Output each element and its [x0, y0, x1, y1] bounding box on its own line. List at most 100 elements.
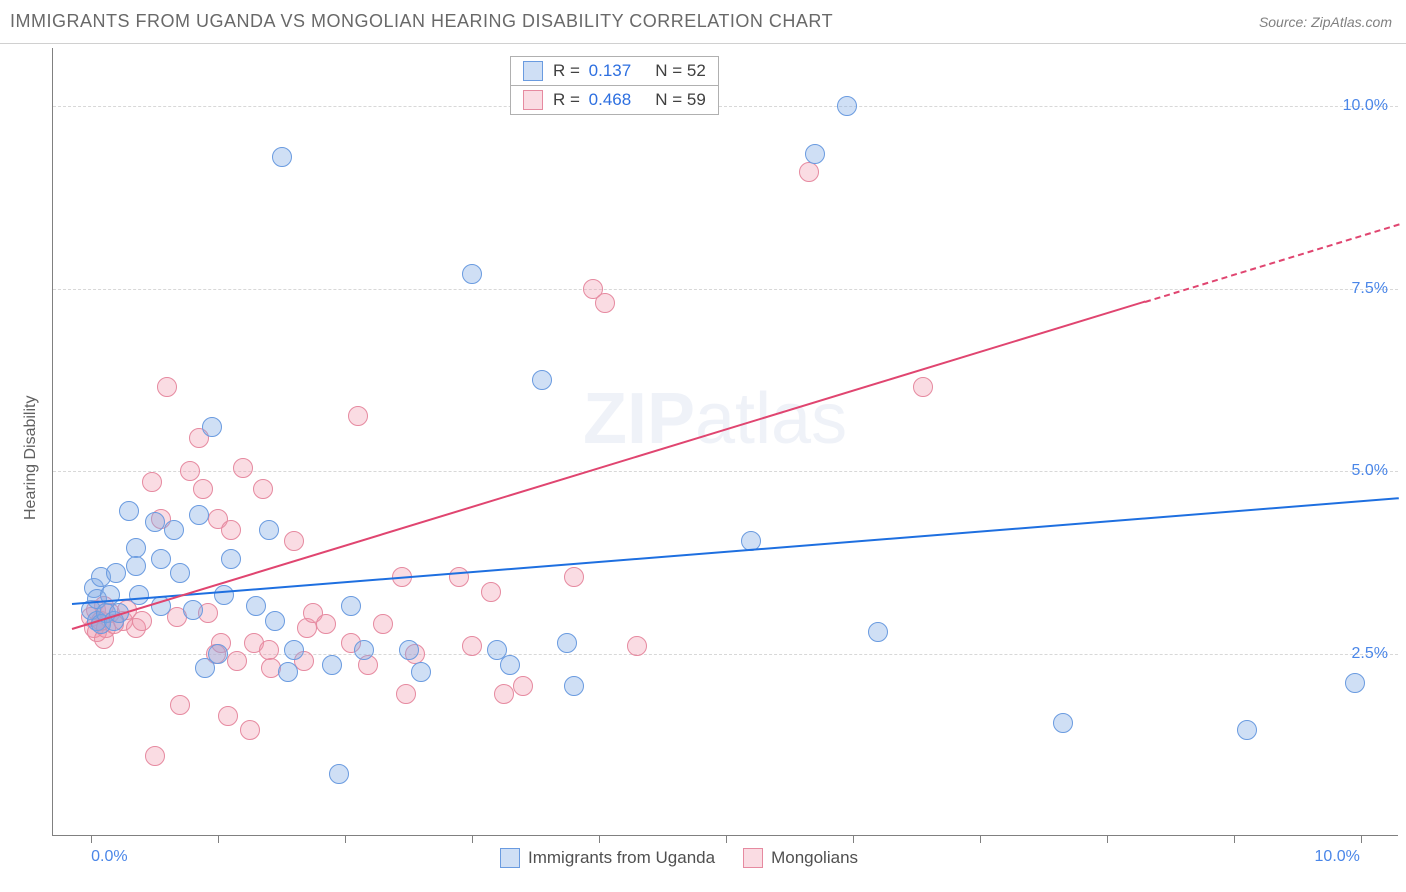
x-tick-label: 0.0%	[91, 848, 127, 866]
point-series-a	[202, 417, 222, 437]
point-series-a	[564, 676, 584, 696]
point-series-a	[126, 556, 146, 576]
point-series-a	[208, 644, 228, 664]
gridline-h	[53, 471, 1398, 472]
point-series-b	[494, 684, 514, 704]
point-series-b	[348, 406, 368, 426]
y-tick-label: 7.5%	[1352, 280, 1388, 298]
point-series-a	[170, 563, 190, 583]
point-series-b	[170, 695, 190, 715]
point-series-a	[411, 662, 431, 682]
point-series-b	[799, 162, 819, 182]
chart-title: IMMIGRANTS FROM UGANDA VS MONGOLIAN HEAR…	[10, 11, 833, 32]
point-series-b	[157, 377, 177, 397]
x-tick	[980, 835, 981, 843]
point-series-b	[240, 720, 260, 740]
point-series-a	[329, 764, 349, 784]
x-tick	[726, 835, 727, 843]
point-series-a	[322, 655, 342, 675]
y-tick-label: 10.0%	[1343, 97, 1388, 115]
point-series-b	[449, 567, 469, 587]
point-series-a	[265, 611, 285, 631]
point-series-b	[316, 614, 336, 634]
x-tick	[1361, 835, 1362, 843]
x-tick	[1107, 835, 1108, 843]
stats-row-a: R = 0.137 N = 52	[511, 57, 718, 86]
x-tick	[91, 835, 92, 843]
point-series-a	[462, 264, 482, 284]
point-series-b	[145, 746, 165, 766]
point-series-a	[259, 520, 279, 540]
point-series-a	[272, 147, 292, 167]
point-series-a	[1053, 713, 1073, 733]
series-legend: Immigrants from Uganda Mongolians	[500, 848, 858, 868]
point-series-a	[532, 370, 552, 390]
x-tick	[1234, 835, 1235, 843]
legend-item-b: Mongolians	[743, 848, 858, 868]
stat-r: R = 0.137	[553, 61, 631, 81]
title-bar: IMMIGRANTS FROM UGANDA VS MONGOLIAN HEAR…	[0, 0, 1406, 44]
point-series-b	[627, 636, 647, 656]
x-tick-label: 10.0%	[1315, 848, 1360, 866]
point-series-b	[462, 636, 482, 656]
point-series-b	[180, 461, 200, 481]
legend-label: Mongolians	[771, 848, 858, 868]
watermark-thin: atlas	[695, 379, 847, 459]
point-series-a	[278, 662, 298, 682]
point-series-a	[868, 622, 888, 642]
point-series-a	[129, 585, 149, 605]
point-series-b	[913, 377, 933, 397]
y-axis-label: Hearing Disability	[22, 396, 40, 521]
watermark: ZIPatlas	[583, 378, 847, 460]
point-series-a	[221, 549, 241, 569]
point-series-a	[145, 512, 165, 532]
gridline-h	[53, 654, 1398, 655]
swatch-a-icon	[500, 848, 520, 868]
point-series-a	[341, 596, 361, 616]
stats-legend-box: R = 0.137 N = 52 R = 0.468 N = 59	[510, 56, 719, 115]
point-series-b	[221, 520, 241, 540]
point-series-a	[246, 596, 266, 616]
source-attribution: Source: ZipAtlas.com	[1259, 14, 1392, 30]
legend-item-a: Immigrants from Uganda	[500, 848, 715, 868]
point-series-b	[233, 458, 253, 478]
point-series-a	[151, 549, 171, 569]
point-series-a	[214, 585, 234, 605]
point-series-a	[500, 655, 520, 675]
point-series-b	[142, 472, 162, 492]
point-series-b	[253, 479, 273, 499]
stat-r: R = 0.468	[553, 90, 631, 110]
point-series-b	[259, 640, 279, 660]
point-series-a	[189, 505, 209, 525]
point-series-a	[164, 520, 184, 540]
point-series-a	[106, 563, 126, 583]
swatch-b-icon	[743, 848, 763, 868]
point-series-a	[399, 640, 419, 660]
stat-n: N = 52	[655, 61, 706, 81]
gridline-h	[53, 289, 1398, 290]
stats-row-b: R = 0.468 N = 59	[511, 86, 718, 114]
x-tick	[218, 835, 219, 843]
legend-label: Immigrants from Uganda	[528, 848, 715, 868]
point-series-b	[227, 651, 247, 671]
gridline-h	[53, 106, 1398, 107]
point-series-b	[373, 614, 393, 634]
x-tick	[853, 835, 854, 843]
x-tick	[345, 835, 346, 843]
swatch-a-icon	[523, 61, 543, 81]
x-tick	[472, 835, 473, 843]
point-series-a	[1237, 720, 1257, 740]
point-series-b	[481, 582, 501, 602]
point-series-b	[132, 611, 152, 631]
point-series-a	[119, 501, 139, 521]
y-tick-label: 2.5%	[1352, 645, 1388, 663]
point-series-b	[396, 684, 416, 704]
point-series-b	[218, 706, 238, 726]
swatch-b-icon	[523, 90, 543, 110]
y-tick-label: 5.0%	[1352, 462, 1388, 480]
point-series-a	[1345, 673, 1365, 693]
point-series-b	[193, 479, 213, 499]
point-series-a	[805, 144, 825, 164]
point-series-a	[837, 96, 857, 116]
stat-n: N = 59	[655, 90, 706, 110]
